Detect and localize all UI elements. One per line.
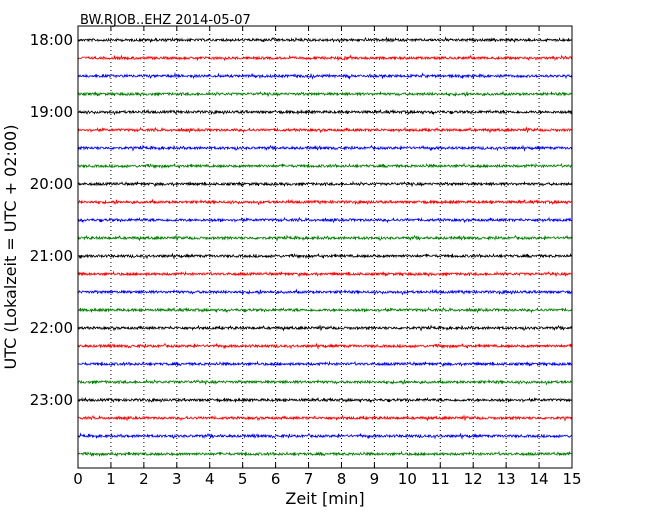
x-tick-label: 9	[370, 470, 380, 488]
x-tick-label: 12	[464, 470, 483, 488]
x-tick-label: 5	[238, 470, 248, 488]
plot-frame	[77, 25, 573, 469]
trace-1900	[77, 108, 573, 116]
seismic-traces	[77, 36, 573, 457]
trace-2015	[77, 198, 573, 206]
vertical-grid	[110, 26, 540, 468]
x-tick-label: 10	[398, 470, 417, 488]
x-tick-label: 3	[172, 470, 182, 488]
trace-2300	[77, 396, 573, 404]
trace-2330	[77, 432, 573, 440]
y-tick-label: 23:00	[30, 391, 73, 409]
trace-2115	[77, 270, 573, 278]
trace-2215	[77, 342, 573, 350]
trace-2030	[77, 216, 573, 224]
y-tick-label: 21:00	[30, 247, 73, 265]
x-tick-label: 8	[337, 470, 347, 488]
y-tick-label: 20:00	[30, 175, 73, 193]
trace-1845	[77, 90, 573, 98]
y-axis-label: UTC (Lokalzeit = UTC + 02:00)	[1, 125, 20, 370]
trace-2045	[77, 234, 573, 242]
x-tick-label: 6	[271, 470, 281, 488]
trace-2245	[77, 378, 573, 386]
trace-2145	[77, 306, 573, 314]
trace-2315	[77, 414, 573, 422]
x-tick-label: 0	[73, 470, 83, 488]
trace-1830	[77, 72, 573, 80]
x-tick-label: 13	[497, 470, 516, 488]
trace-1945	[77, 162, 573, 169]
x-axis-ticks: 0 1 2 3 4 5 6 7 8 9 10 11 12 13 14 15	[73, 26, 582, 488]
trace-1815	[77, 54, 573, 62]
trace-1930	[77, 144, 573, 152]
x-tick-label: 11	[431, 470, 450, 488]
y-tick-label: 18:00	[30, 31, 73, 49]
x-tick-label: 14	[530, 470, 549, 488]
y-tick-label: 19:00	[30, 103, 73, 121]
trace-2345	[77, 450, 573, 457]
x-tick-label: 15	[562, 470, 581, 488]
x-tick-label: 1	[106, 470, 116, 488]
x-tick-label: 2	[139, 470, 149, 488]
trace-1800	[77, 36, 573, 44]
trace-2000	[77, 180, 573, 188]
trace-2130	[77, 288, 573, 296]
trace-2230	[77, 360, 572, 368]
y-axis-ticks: 18:00 19:00 20:00 21:00 22:00 23:00	[30, 31, 572, 409]
y-tick-label: 22:00	[30, 319, 73, 337]
x-tick-label: 7	[304, 470, 314, 488]
trace-1915	[77, 126, 573, 134]
chart-title: BW.RJOB..EHZ 2014-05-07	[80, 13, 251, 28]
trace-2200	[77, 324, 573, 332]
x-axis-label: Zeit [min]	[285, 489, 364, 508]
x-tick-label: 4	[205, 470, 215, 488]
trace-2100	[77, 252, 573, 260]
